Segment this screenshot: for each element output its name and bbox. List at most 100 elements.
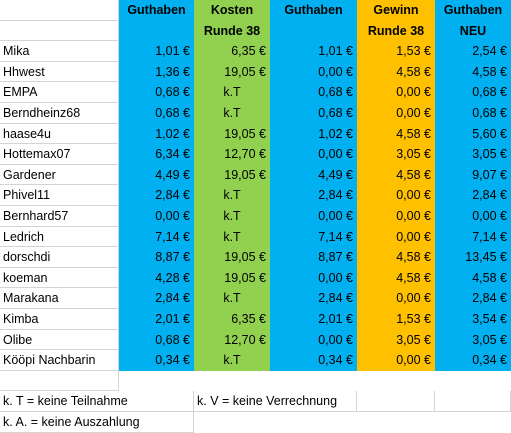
value-cell-neu[interactable]: 3,05 € bbox=[435, 144, 511, 165]
value-cell-g1[interactable]: 0,00 € bbox=[119, 206, 194, 227]
value-cell-gewinn[interactable]: 0,00 € bbox=[357, 288, 435, 309]
value-cell-neu[interactable]: 3,05 € bbox=[435, 329, 511, 351]
player-name-cell[interactable]: Mika bbox=[0, 41, 119, 62]
value-cell-gewinn[interactable]: 3,05 € bbox=[357, 329, 435, 351]
player-name-cell[interactable]: EMPA bbox=[0, 82, 119, 103]
value-cell-kosten[interactable]: 6,35 € bbox=[194, 41, 270, 62]
value-cell-g2[interactable]: 2,84 € bbox=[270, 185, 357, 206]
value-cell-kosten[interactable]: k.T bbox=[194, 103, 270, 124]
value-cell-g1[interactable]: 0,68 € bbox=[119, 329, 194, 351]
value-cell-neu[interactable]: 4,58 € bbox=[435, 61, 511, 83]
player-name-cell[interactable]: dorschdi bbox=[0, 247, 119, 268]
value-cell-gewinn[interactable]: 4,58 € bbox=[357, 267, 435, 289]
player-name-cell[interactable]: Olibe bbox=[0, 329, 119, 351]
value-cell-kosten[interactable]: k.T bbox=[194, 206, 270, 227]
column-header[interactable] bbox=[270, 20, 357, 42]
value-cell-g1[interactable]: 1,01 € bbox=[119, 41, 194, 62]
value-cell-kosten[interactable]: k.T bbox=[194, 82, 270, 103]
player-name-cell[interactable]: Hottemax07 bbox=[0, 144, 119, 165]
value-cell-g1[interactable]: 7,14 € bbox=[119, 226, 194, 248]
player-name-cell[interactable]: Phivel11 bbox=[0, 185, 119, 206]
value-cell-neu[interactable]: 0,34 € bbox=[435, 350, 511, 371]
value-cell-neu[interactable]: 0,68 € bbox=[435, 103, 511, 124]
value-cell-kosten[interactable]: 12,70 € bbox=[194, 329, 270, 351]
column-header[interactable]: Guthaben bbox=[270, 0, 357, 21]
value-cell-g2[interactable]: 0,00 € bbox=[270, 61, 357, 83]
value-cell-gewinn[interactable]: 0,00 € bbox=[357, 82, 435, 103]
player-name-cell[interactable]: Marakana bbox=[0, 288, 119, 309]
value-cell-gewinn[interactable]: 0,00 € bbox=[357, 103, 435, 124]
value-cell-g2[interactable]: 0,00 € bbox=[270, 144, 357, 165]
value-cell-g2[interactable]: 8,87 € bbox=[270, 247, 357, 268]
value-cell-neu[interactable]: 0,68 € bbox=[435, 82, 511, 103]
value-cell-kosten[interactable]: 6,35 € bbox=[194, 309, 270, 330]
value-cell-g2[interactable]: 0,34 € bbox=[270, 350, 357, 371]
value-cell-g1[interactable]: 4,28 € bbox=[119, 267, 194, 289]
value-cell-gewinn[interactable]: 4,58 € bbox=[357, 164, 435, 186]
value-cell-g2[interactable]: 2,84 € bbox=[270, 288, 357, 309]
value-cell-gewinn[interactable]: 1,53 € bbox=[357, 309, 435, 330]
value-cell-gewinn[interactable]: 3,05 € bbox=[357, 144, 435, 165]
player-name-cell[interactable]: Gardener bbox=[0, 164, 119, 186]
empty-cell[interactable] bbox=[0, 370, 119, 392]
value-cell-g2[interactable]: 2,01 € bbox=[270, 309, 357, 330]
value-cell-g1[interactable]: 2,84 € bbox=[119, 185, 194, 206]
column-header[interactable]: Gewinn bbox=[357, 0, 435, 21]
column-header[interactable]: Runde 38 bbox=[357, 20, 435, 42]
value-cell-g2[interactable]: 4,49 € bbox=[270, 164, 357, 186]
value-cell-neu[interactable]: 7,14 € bbox=[435, 226, 511, 248]
value-cell-kosten[interactable]: k.T bbox=[194, 226, 270, 248]
header-blank-cell[interactable] bbox=[0, 20, 119, 42]
player-name-cell[interactable]: Berndheinz68 bbox=[0, 103, 119, 124]
value-cell-kosten[interactable]: 19,05 € bbox=[194, 123, 270, 145]
column-header[interactable]: NEU bbox=[435, 20, 511, 42]
column-header[interactable]: Guthaben bbox=[119, 0, 194, 21]
player-name-cell[interactable]: Ledrich bbox=[0, 226, 119, 248]
value-cell-gewinn[interactable]: 4,58 € bbox=[357, 247, 435, 268]
value-cell-neu[interactable]: 2,84 € bbox=[435, 288, 511, 309]
value-cell-g1[interactable]: 2,84 € bbox=[119, 288, 194, 309]
value-cell-kosten[interactable]: 19,05 € bbox=[194, 267, 270, 289]
value-cell-g1[interactable]: 1,36 € bbox=[119, 61, 194, 83]
value-cell-g2[interactable]: 0,00 € bbox=[270, 329, 357, 351]
empty-cell[interactable] bbox=[435, 391, 511, 412]
value-cell-gewinn[interactable]: 4,58 € bbox=[357, 61, 435, 83]
value-cell-kosten[interactable]: 19,05 € bbox=[194, 164, 270, 186]
value-cell-kosten[interactable]: 19,05 € bbox=[194, 247, 270, 268]
value-cell-neu[interactable]: 3,54 € bbox=[435, 309, 511, 330]
value-cell-g2[interactable]: 0,00 € bbox=[270, 206, 357, 227]
value-cell-neu[interactable]: 0,00 € bbox=[435, 206, 511, 227]
value-cell-g2[interactable]: 1,01 € bbox=[270, 41, 357, 62]
player-name-cell[interactable]: koeman bbox=[0, 267, 119, 289]
value-cell-kosten[interactable]: 19,05 € bbox=[194, 61, 270, 83]
player-name-cell[interactable]: haase4u bbox=[0, 123, 119, 145]
value-cell-g1[interactable]: 8,87 € bbox=[119, 247, 194, 268]
value-cell-neu[interactable]: 9,07 € bbox=[435, 164, 511, 186]
header-blank-cell[interactable] bbox=[0, 0, 119, 21]
column-header[interactable]: Kosten bbox=[194, 0, 270, 21]
value-cell-neu[interactable]: 5,60 € bbox=[435, 123, 511, 145]
value-cell-gewinn[interactable]: 0,00 € bbox=[357, 350, 435, 371]
value-cell-g1[interactable]: 1,02 € bbox=[119, 123, 194, 145]
player-name-cell[interactable]: Bernhard57 bbox=[0, 206, 119, 227]
value-cell-gewinn[interactable]: 1,53 € bbox=[357, 41, 435, 62]
value-cell-g1[interactable]: 0,68 € bbox=[119, 82, 194, 103]
value-cell-g1[interactable]: 6,34 € bbox=[119, 144, 194, 165]
value-cell-g2[interactable]: 7,14 € bbox=[270, 226, 357, 248]
player-name-cell[interactable]: Hhwest bbox=[0, 61, 119, 83]
value-cell-neu[interactable]: 2,84 € bbox=[435, 185, 511, 206]
value-cell-g2[interactable]: 0,68 € bbox=[270, 82, 357, 103]
value-cell-gewinn[interactable]: 0,00 € bbox=[357, 206, 435, 227]
column-header[interactable]: Runde 38 bbox=[194, 20, 270, 42]
value-cell-g2[interactable]: 1,02 € bbox=[270, 123, 357, 145]
value-cell-g1[interactable]: 4,49 € bbox=[119, 164, 194, 186]
value-cell-neu[interactable]: 4,58 € bbox=[435, 267, 511, 289]
value-cell-gewinn[interactable]: 4,58 € bbox=[357, 123, 435, 145]
value-cell-kosten[interactable]: k.T bbox=[194, 350, 270, 371]
value-cell-g2[interactable]: 0,00 € bbox=[270, 267, 357, 289]
empty-cell[interactable] bbox=[357, 391, 435, 412]
value-cell-g1[interactable]: 2,01 € bbox=[119, 309, 194, 330]
value-cell-neu[interactable]: 2,54 € bbox=[435, 41, 511, 62]
value-cell-g1[interactable]: 0,34 € bbox=[119, 350, 194, 371]
value-cell-g2[interactable]: 0,68 € bbox=[270, 103, 357, 124]
